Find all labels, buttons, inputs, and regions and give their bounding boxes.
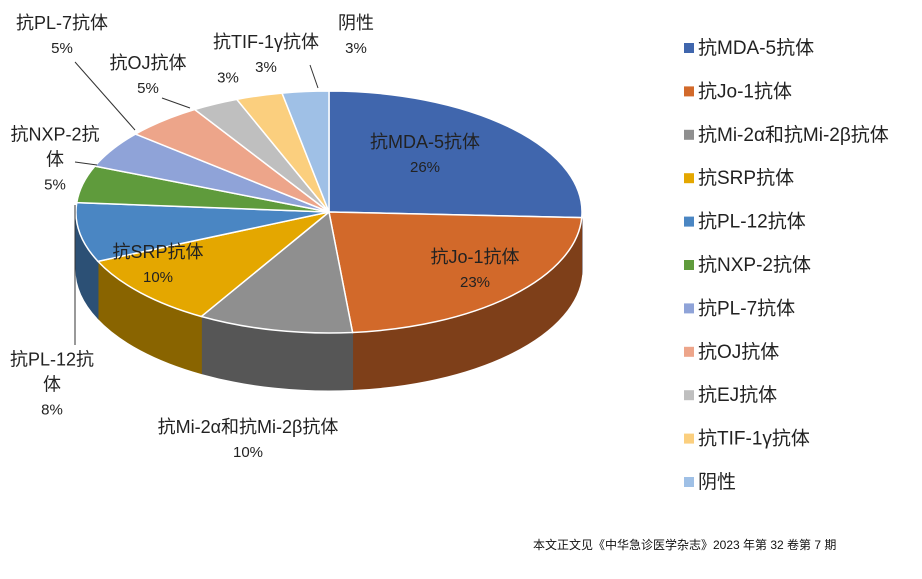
legend-swatch <box>684 86 694 97</box>
legend-label: 抗TIF-1γ抗体 <box>698 428 810 450</box>
leader-line <box>74 161 98 166</box>
legend-label: 抗NXP-2抗体 <box>698 254 811 276</box>
data-label: 抗NXP-2抗体 5% <box>10 123 100 198</box>
legend-label: 抗PL-7抗体 <box>698 297 795 319</box>
data-label-value: 10% <box>232 444 264 461</box>
data-label-value: 5% <box>137 80 159 97</box>
legend-label: 阴性 <box>698 471 736 493</box>
data-label-value: 3% <box>255 59 277 76</box>
data-label: 抗Jo-1抗体 23% <box>375 245 575 295</box>
slice <box>199 210 354 334</box>
slice <box>280 90 330 213</box>
legend-label: 抗OJ抗体 <box>698 341 779 363</box>
data-label-name: 抗TIF-1γ抗体 <box>213 32 319 52</box>
slice <box>96 211 330 318</box>
data-label-value: 8% <box>41 401 63 419</box>
legend-label: 抗SRP抗体 <box>698 167 794 189</box>
legend-swatch <box>684 216 694 227</box>
data-label: 抗OJ抗体 5% <box>88 51 208 101</box>
legend-swatch <box>684 390 694 401</box>
data-label-name: 阴性 <box>338 13 374 33</box>
data-label: 抗TIF-1γ抗体 3% <box>196 30 336 80</box>
data-label: 抗MDA-5抗体 26% <box>325 130 525 180</box>
source-note: 本文正文见《中华急诊医学杂志》2023 年第 32 卷第 7 期 <box>533 538 837 552</box>
data-label-value: 3% <box>217 69 239 87</box>
data-label: 3% <box>198 66 258 91</box>
slice <box>328 90 583 219</box>
legend-swatch <box>684 129 694 140</box>
data-label-name: 抗SRP抗体 <box>112 242 204 262</box>
slice <box>75 201 330 263</box>
data-label-name: 抗MDA-5抗体 <box>369 132 480 152</box>
data-label-value: 5% <box>44 176 66 194</box>
data-label: 抗Mi-2α和抗Mi-2β抗体 10% <box>153 415 343 465</box>
legend-swatch <box>684 303 694 314</box>
legend-swatch <box>684 477 694 487</box>
data-label-name: 抗OJ抗体 <box>109 53 187 73</box>
data-label-value: 26% <box>409 159 441 176</box>
leader-line <box>161 97 191 109</box>
data-label: 抗SRP抗体 10% <box>83 240 233 290</box>
data-label-name: 抗NXP-2抗体 <box>10 124 100 170</box>
data-label: 抗PL-7抗体 5% <box>0 11 137 61</box>
legend-label: 抗Jo-1抗体 <box>698 80 792 102</box>
legend-label: 抗PL-12抗体 <box>698 211 806 233</box>
data-label-value: 5% <box>51 40 73 57</box>
legend-swatch <box>684 346 694 357</box>
legend-swatch <box>684 173 694 184</box>
data-label-name: 抗PL-7抗体 <box>15 13 109 33</box>
data-label: 阴性 3% <box>316 11 396 61</box>
data-label-name: 抗Jo-1抗体 <box>430 247 520 267</box>
legend-label: 抗Mi-2α和抗Mi-2β抗体 <box>698 124 889 146</box>
legend-label: 抗MDA-5抗体 <box>698 37 814 59</box>
legend-swatch <box>684 260 694 270</box>
data-label-value: 23% <box>459 274 491 291</box>
legend-swatch <box>684 433 694 444</box>
data-label-value: 10% <box>142 269 174 286</box>
legend-swatch <box>684 43 694 53</box>
leader-line <box>309 64 319 89</box>
slice <box>328 211 583 334</box>
legend-label: 抗EJ抗体 <box>698 384 777 406</box>
leader-line <box>74 61 136 131</box>
data-label-value: 3% <box>345 40 367 57</box>
data-label-name: 抗Mi-2α和抗Mi-2β抗体 <box>157 417 339 437</box>
data-label: 抗PL-12抗体 8% <box>5 348 100 423</box>
data-label-name: 抗PL-12抗体 <box>9 349 95 395</box>
